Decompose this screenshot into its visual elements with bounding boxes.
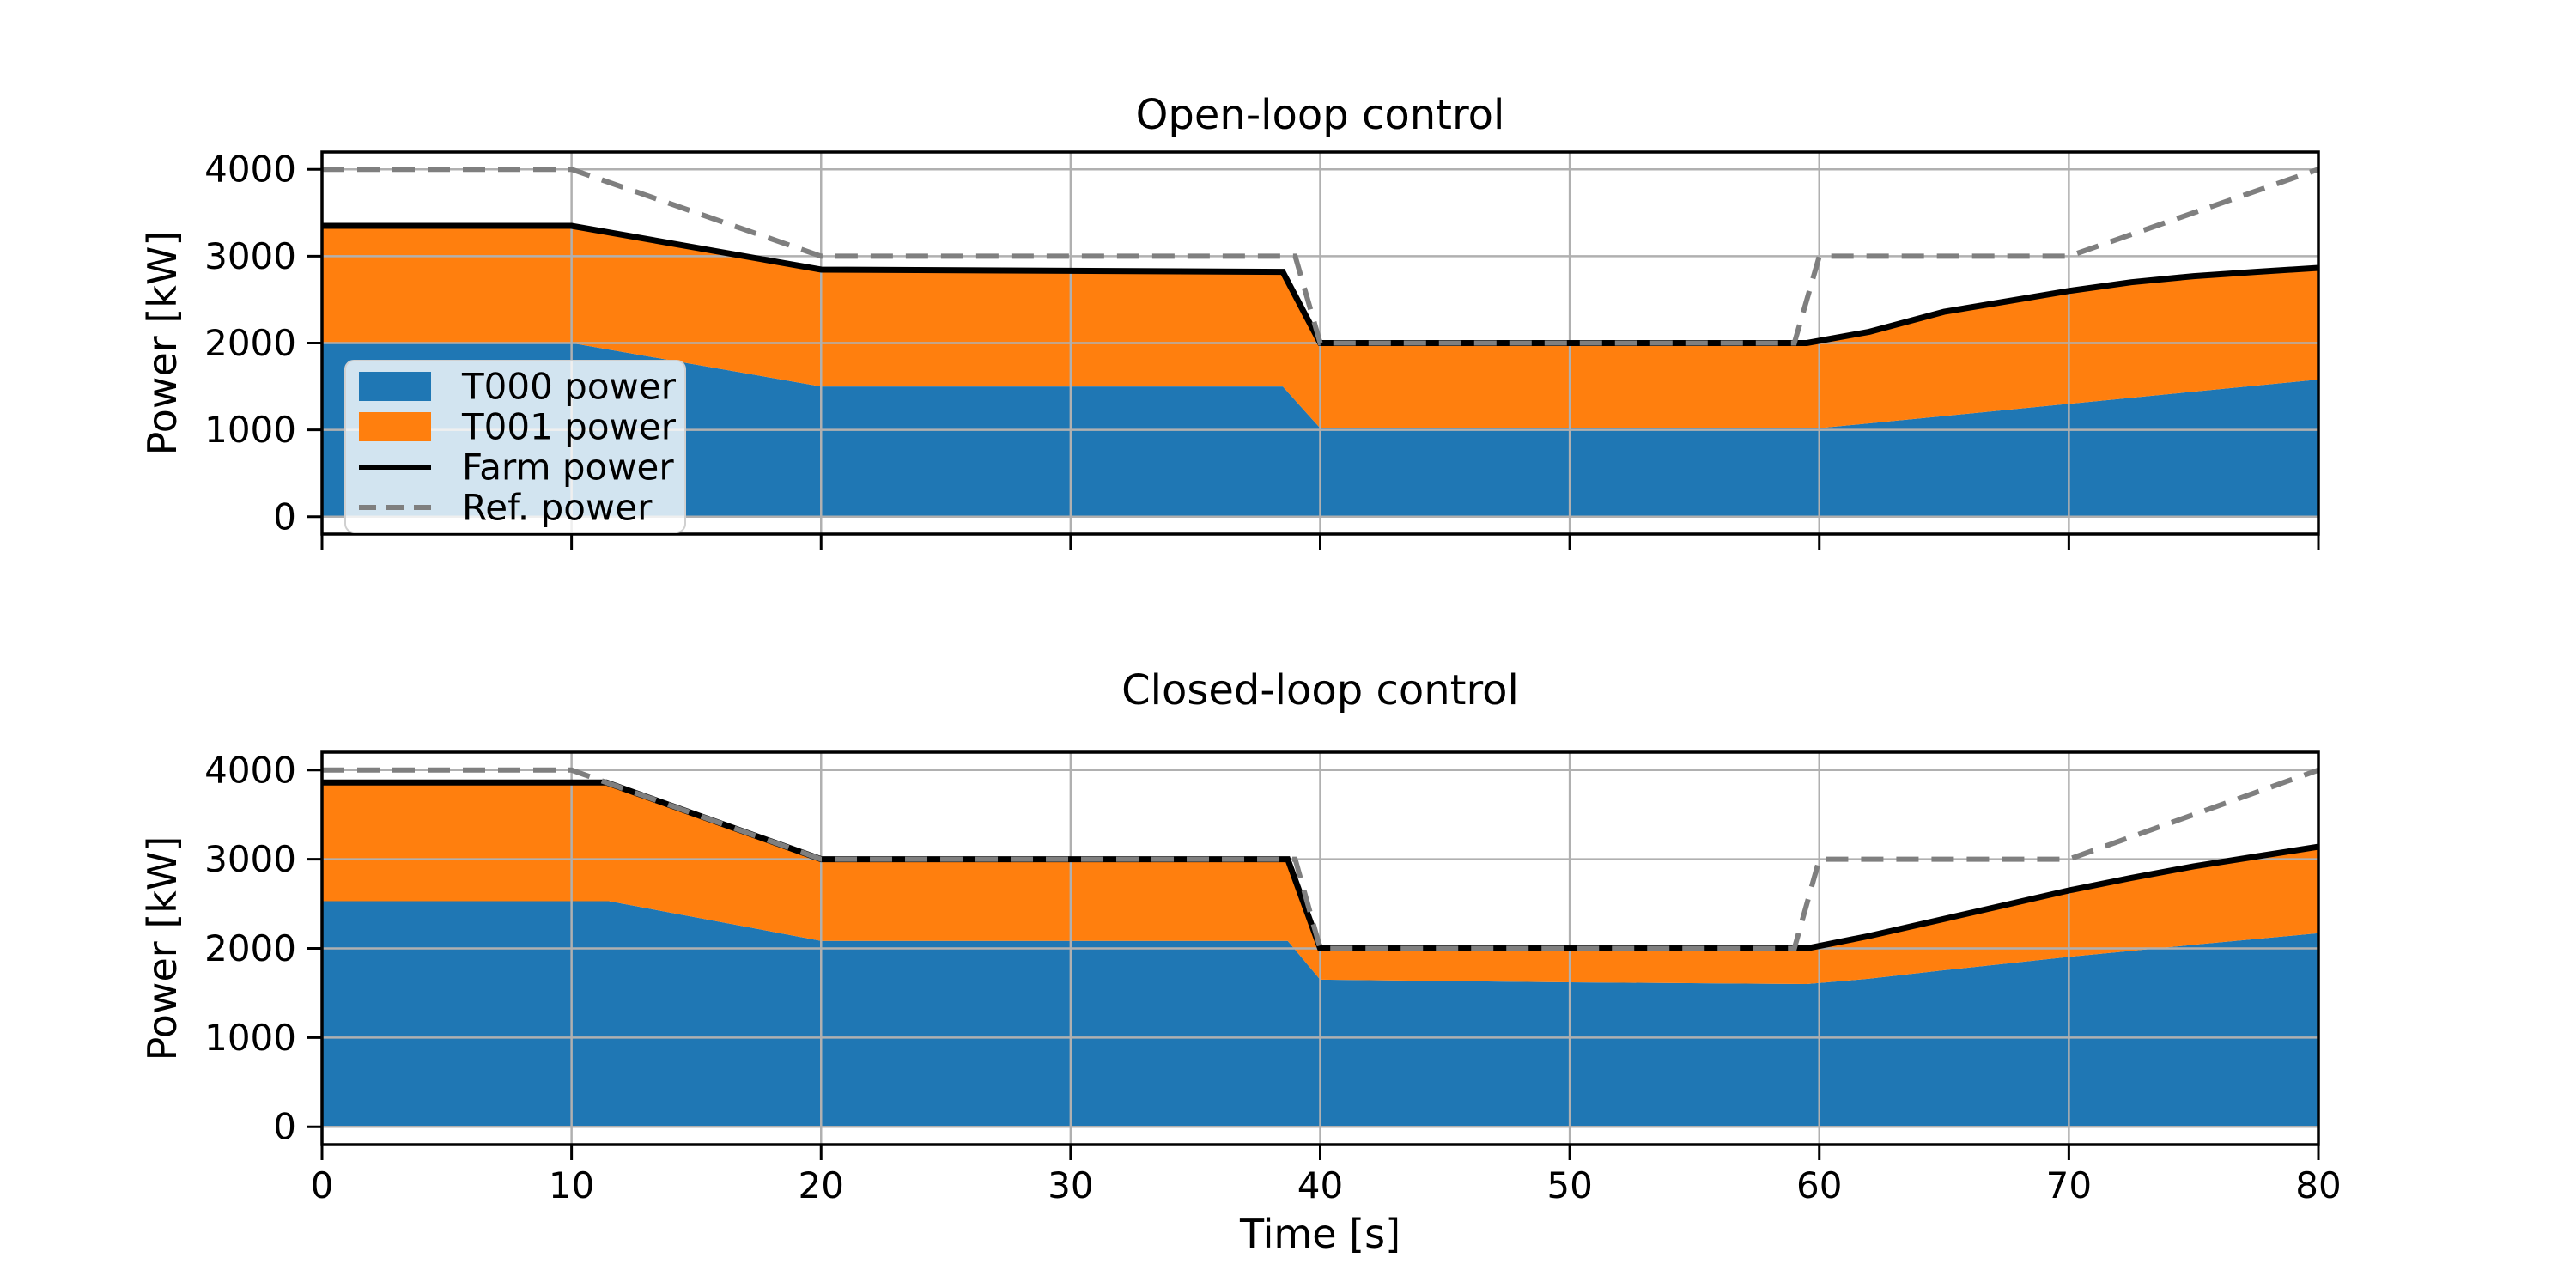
legend-item-t001-power: T001 power xyxy=(359,406,677,448)
closed-loop-control-x-tick-label: 10 xyxy=(549,1164,594,1206)
closed-loop-control-y-tick-label: 3000 xyxy=(204,838,296,880)
closed-loop-control-ticks xyxy=(307,769,2320,1160)
legend-label: T000 power xyxy=(461,366,677,408)
legend-box xyxy=(344,360,686,533)
open-loop-control-ticks xyxy=(307,167,2320,550)
closed-loop-control-y-tick-label: 2000 xyxy=(204,927,296,969)
open-loop-control-y-tick-label: 4000 xyxy=(204,149,296,191)
closed-loop-control-title: Closed-loop control xyxy=(1121,666,1519,714)
open-loop-control-ref-power-line xyxy=(322,167,2319,346)
legend-label: Ref. power xyxy=(462,487,653,529)
closed-loop-control-x-tick-label: 30 xyxy=(1048,1164,1093,1206)
legend-label: T001 power xyxy=(461,406,677,448)
closed-loop-control-y-tick-label: 4000 xyxy=(204,749,296,791)
closed-loop-control-x-tick-label: 0 xyxy=(311,1164,334,1206)
closed-loop-control-xlabel: Time [s] xyxy=(1239,1211,1400,1257)
legend-item-farm-power: Farm power xyxy=(359,447,674,489)
open-loop-control-y-tick-label: 2000 xyxy=(204,322,296,364)
closed-loop-control-x-tick-label: 60 xyxy=(1796,1164,1842,1206)
closed-loop-control-x-tick-label: 20 xyxy=(799,1164,844,1206)
open-loop-control-y-tick-label: 0 xyxy=(273,495,296,538)
closed-loop-control-y-tick-label: 0 xyxy=(273,1106,296,1148)
closed-loop-control-x-tick-label: 70 xyxy=(2046,1164,2092,1206)
legend-swatch-patch xyxy=(359,372,431,401)
closed-loop-control-ylabel: Power [kW] xyxy=(139,836,185,1061)
closed-loop-control-farm-power-line xyxy=(322,779,2319,951)
closed-loop-control-x-tick-label: 50 xyxy=(1546,1164,1592,1206)
closed-loop-control-x-tick-label: 40 xyxy=(1297,1164,1343,1206)
open-loop-control-farm-power-line xyxy=(322,222,2319,346)
closed-loop-control-ref-power-line xyxy=(322,767,2320,951)
open-loop-control-chart: 0 1000 2000 3000 4000 Open-loop control Power … xyxy=(139,91,2320,550)
legend-label: Farm power xyxy=(462,447,674,489)
open-loop-control-y-tick-label: 1000 xyxy=(204,409,296,451)
open-loop-control-ylabel: Power [kW] xyxy=(139,231,185,456)
legend-item-t000-power: T000 power xyxy=(359,366,677,408)
legend-item-ref-power: Ref. power xyxy=(359,487,653,529)
open-loop-control-y-tick-label: 3000 xyxy=(204,235,296,277)
legend-swatch-patch xyxy=(359,412,431,441)
closed-loop-control-x-tick-label: 80 xyxy=(2295,1164,2341,1206)
open-loop-control-title: Open-loop control xyxy=(1136,91,1505,139)
closed-loop-control-chart: 0 1000 2000 3000 4000 0 10 20 30 40 50 60 70 80 Closed… xyxy=(139,666,2342,1257)
closed-loop-control-y-tick-label: 1000 xyxy=(204,1017,296,1059)
